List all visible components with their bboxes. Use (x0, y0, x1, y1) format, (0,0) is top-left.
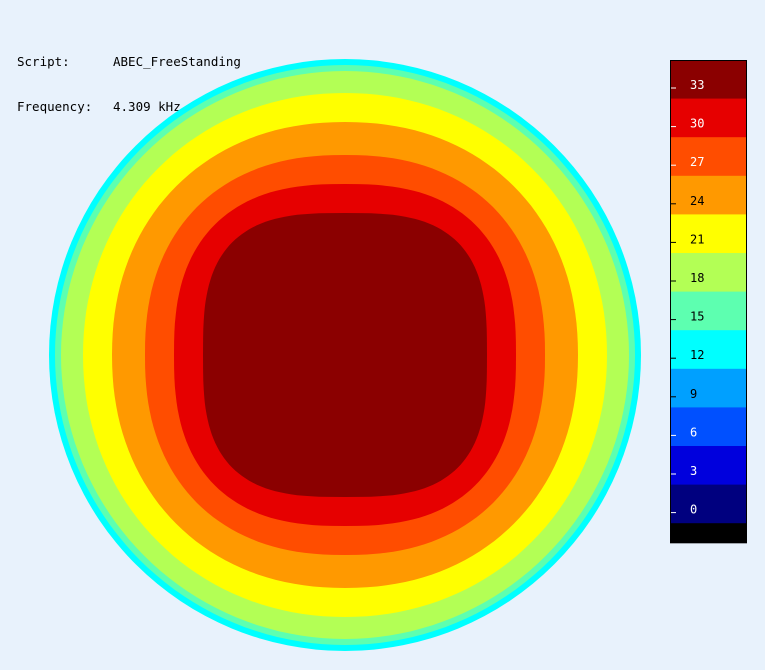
colorbar-segment-bottom (670, 523, 747, 544)
contour-level-33 (203, 213, 487, 497)
colorbar-segment-24 (670, 175, 747, 215)
colorbar-segment-21 (670, 214, 747, 254)
colorbar-tick-label: 6 (690, 425, 697, 439)
colorbar-tick-label: 18 (690, 271, 704, 285)
colorbar-segment-6 (670, 407, 747, 447)
script-value: ABEC_FreeStanding (113, 54, 241, 69)
colorbar-tick-label: 3 (690, 464, 697, 478)
script-label: Script: (17, 54, 70, 69)
colorbar-segment-0 (670, 484, 747, 524)
colorbar-segment-30 (670, 98, 747, 138)
colorbar-tick-label: 27 (690, 155, 704, 169)
colorbar-segment-3 (670, 446, 747, 486)
colorbar-tick-label: 24 (690, 194, 704, 208)
colorbar-tick-label: 21 (690, 232, 704, 246)
plot-header: Script: ABEC_FreeStanding Frequency: 4.309… (17, 24, 241, 129)
colorbar-tick-label: 12 (690, 348, 704, 362)
script-row: Script: ABEC_FreeStanding (17, 54, 241, 69)
colorbar-segment-33 (670, 60, 747, 100)
colorbar-tick-label: 15 (690, 310, 704, 324)
frequency-label: Frequency: (17, 99, 93, 114)
colorbar-tick-label: 9 (690, 387, 697, 401)
contour-map (49, 59, 641, 651)
colorbar-segment-12 (670, 330, 747, 370)
colorbar-segment-27 (670, 137, 747, 177)
colorbar-tick-label: 30 (690, 117, 704, 131)
frequency-value: 4.309 kHz (113, 99, 181, 114)
colorbar-segment-18 (670, 253, 747, 293)
colorbar-tick-label: 33 (690, 78, 704, 92)
colorbar-tick-label: 0 (690, 503, 697, 517)
colorbar-frame (670, 60, 747, 544)
colorbar-segment-15 (670, 291, 747, 331)
frequency-row: Frequency: 4.309 kHz (17, 99, 241, 114)
colorbar-segment-9 (670, 368, 747, 408)
